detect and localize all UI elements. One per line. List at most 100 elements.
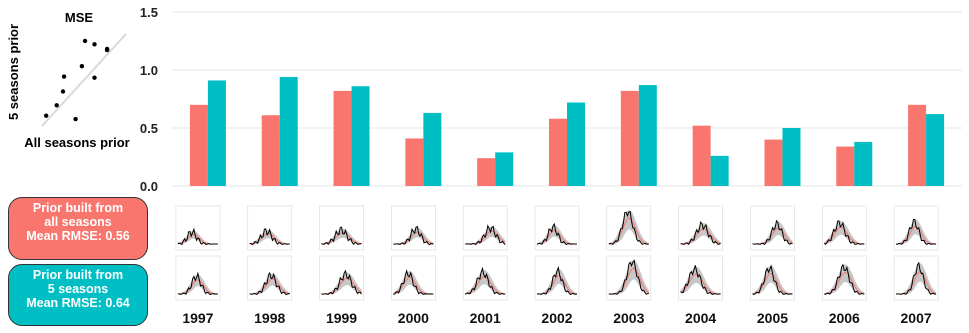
forecast-ribbon (896, 263, 937, 294)
legend-all-line1: Prior built from (32, 201, 124, 215)
forecast-panel (821, 255, 867, 301)
observed-line (608, 211, 649, 245)
legend-all-line3: Mean RMSE: 0.56 (26, 229, 130, 243)
observed-line (680, 221, 721, 246)
bar-all-seasons (405, 138, 424, 186)
forecast-panel (893, 255, 939, 301)
bar-chart: 0.0 0.5 1.0 1.5 (140, 5, 962, 194)
y-tick-labels: 0.0 0.5 1.0 1.5 (140, 5, 158, 194)
forecast-median-line (249, 278, 290, 295)
forecast-panel (678, 205, 723, 251)
x-tick-label: 2003 (613, 310, 644, 326)
x-tick-labels: 1997 1998 1999 2000 2001 2002 2003 2004 2005 2006… (182, 310, 932, 326)
x-tick-label: 2004 (685, 310, 716, 326)
x-tick-label: 2001 (470, 310, 501, 326)
forecast-panel (534, 205, 580, 251)
x-tick-label: 1998 (254, 310, 285, 326)
observed-line (824, 263, 865, 295)
forecast-panel (391, 205, 436, 251)
forecast-panel (175, 255, 221, 301)
observed-line (249, 271, 290, 295)
forecast-panel (247, 205, 293, 251)
observed-line (393, 269, 434, 295)
bar-all-seasons (836, 146, 855, 186)
observed-line (464, 266, 506, 295)
inset-mse-scatter: MSE 5 seasons prior All seasons prior (6, 10, 130, 150)
observed-line (321, 269, 362, 295)
forecast-panel (534, 255, 580, 301)
forecast-panel (750, 255, 795, 301)
forecast-ribbon (680, 266, 721, 294)
inset-point (92, 75, 97, 80)
legend-five-line1: Prior built from (32, 268, 124, 282)
observed-line (177, 271, 218, 295)
legend-five-line3: Mean RMSE: 0.64 (26, 296, 130, 310)
forecast-panel (462, 255, 508, 301)
observed-line (536, 265, 578, 295)
inset-point (73, 116, 78, 122)
panel-frame (462, 205, 508, 251)
forecast-ribbon (608, 260, 649, 294)
forecast-panels (175, 205, 939, 301)
forecast-ribbon (824, 264, 865, 294)
forecast-panel (606, 205, 652, 251)
x-tick-label: 1999 (326, 310, 357, 326)
bar-five-seasons (423, 112, 442, 186)
y-tick-label: 0.0 (140, 179, 158, 194)
bar-five-seasons (351, 86, 370, 186)
bar-all-seasons (189, 104, 208, 186)
x-tick-label: 2007 (901, 310, 932, 326)
forecast-panel (678, 255, 723, 301)
bar-all-seasons (549, 118, 567, 186)
bar-five-seasons (710, 155, 729, 186)
bars (189, 76, 945, 186)
y-tick-label: 1.0 (140, 63, 158, 78)
bar-five-seasons (567, 102, 585, 186)
inset-point (44, 113, 49, 118)
observed-line (249, 228, 290, 246)
x-tick-label: 2002 (541, 310, 572, 326)
x-tick-label: 2006 (829, 310, 860, 326)
inset-title: MSE (65, 10, 94, 25)
bar-five-seasons (782, 128, 801, 186)
bar-five-seasons (926, 114, 945, 186)
legend-five-line2: 5 seasons (47, 282, 109, 296)
bar-all-seasons (620, 90, 639, 186)
bar-five-seasons (279, 76, 298, 186)
forecast-panel (319, 205, 364, 251)
inset-point (54, 103, 59, 108)
y-tick-label: 0.5 (140, 121, 158, 136)
legend-all-line2: all seasons (44, 215, 112, 229)
forecast-ribbon (680, 223, 721, 244)
bar-all-seasons (908, 104, 927, 186)
observed-line (823, 220, 865, 245)
legend-five-seasons: Prior built from 5 seasons Mean RMSE: 0.… (8, 264, 148, 326)
bar-five-seasons (495, 152, 514, 186)
observed-line (393, 225, 434, 246)
x-tick-label: 2000 (398, 310, 429, 326)
forecast-panel (462, 205, 508, 251)
observed-line (608, 259, 649, 295)
observed-line (896, 261, 937, 295)
inset-ylabel: 5 seasons prior (6, 24, 21, 120)
forecast-median-line (321, 232, 362, 245)
legend-all-seasons: Prior built from all seasons Mean RMSE: … (8, 197, 148, 260)
bar-five-seasons (854, 141, 873, 186)
forecast-panel (893, 205, 939, 251)
y-tick-label: 1.5 (140, 5, 158, 20)
forecast-ribbon (824, 220, 865, 244)
observed-line (896, 218, 937, 246)
forecast-ribbon (752, 222, 793, 244)
inset-point (61, 74, 67, 79)
forecast-panel (606, 255, 652, 301)
bar-five-seasons (638, 85, 657, 186)
x-tick-label: 1997 (182, 310, 213, 326)
inset-points (44, 38, 110, 122)
inset-point (92, 42, 97, 47)
inset-point (60, 89, 66, 94)
bar-all-seasons (764, 139, 783, 186)
panel-frame (750, 205, 795, 251)
forecast-panel (319, 255, 364, 301)
